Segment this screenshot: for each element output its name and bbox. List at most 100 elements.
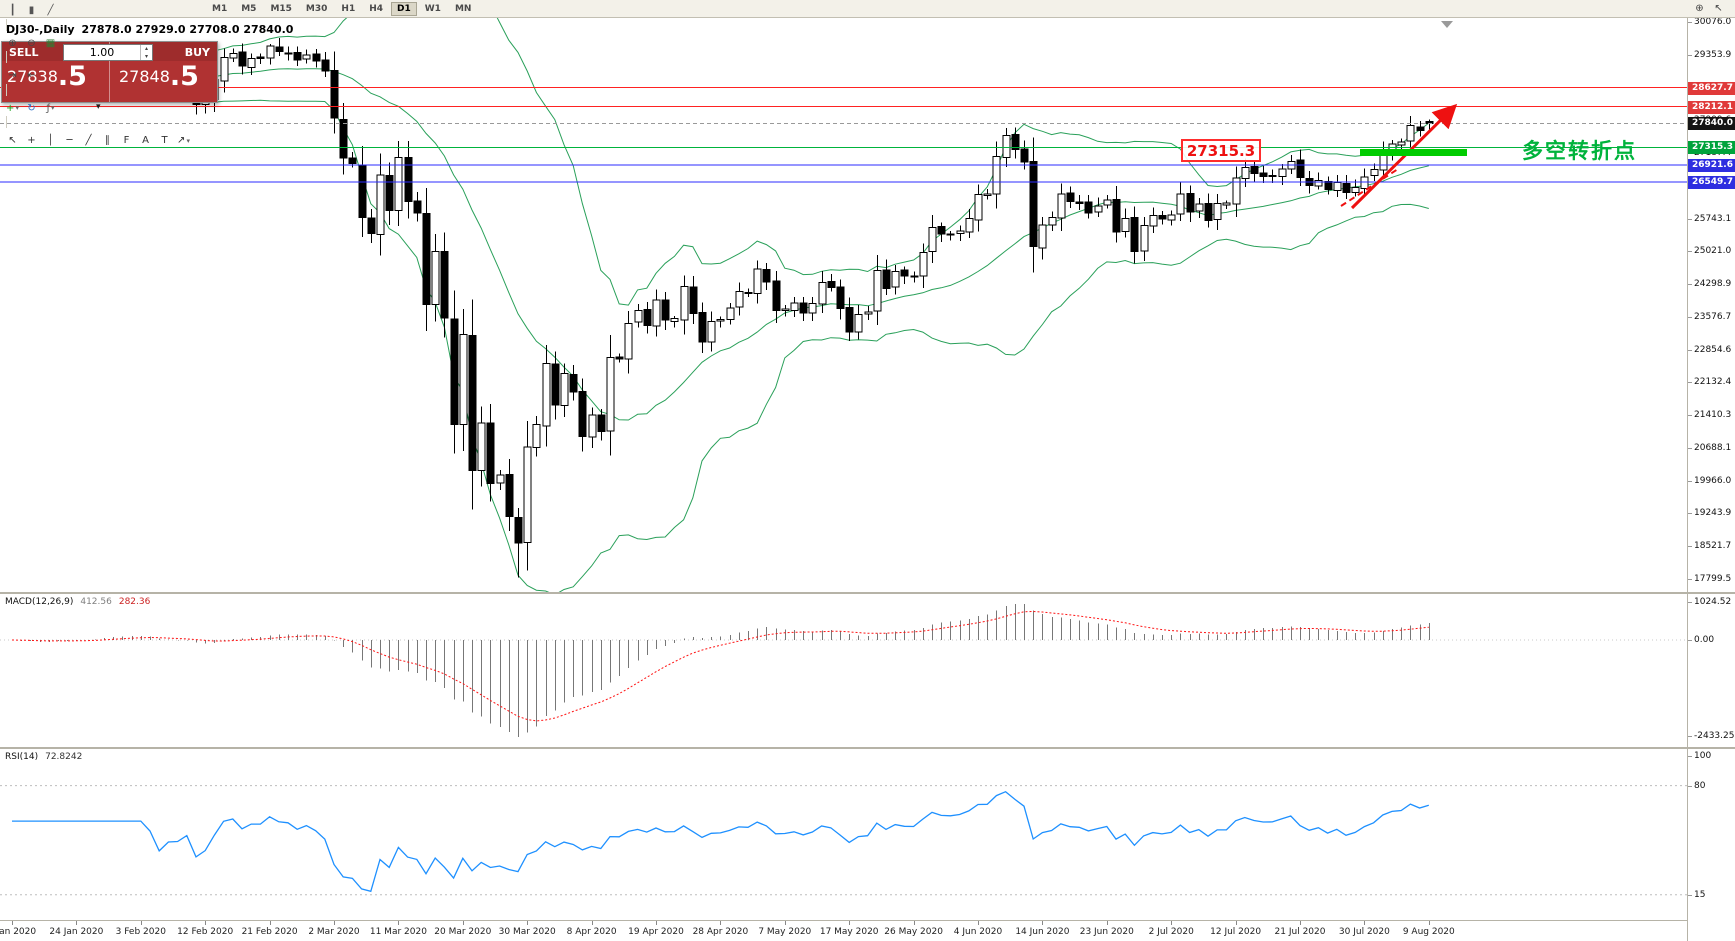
price-chart-pane: DJ30-,Daily 27878.0 27929.0 27708.0 27840…: [0, 18, 1687, 592]
timeframe-m1-button[interactable]: M1: [212, 3, 228, 14]
buy-price-main: 27848: [119, 67, 170, 86]
red-trendline-object[interactable]: [1340, 168, 1399, 207]
date-label: 17 May 2020: [819, 927, 879, 937]
lot-size-stepper[interactable]: ▴ ▾: [140, 45, 152, 60]
crosshair-button[interactable]: +: [22, 134, 41, 149]
bar-chart-type-button[interactable]: ┃: [3, 4, 22, 19]
zoom-in-button[interactable]: ⊕: [3, 36, 22, 51]
trendline-button[interactable]: ╱: [79, 134, 98, 149]
date-label: 11 Mar 2020: [369, 927, 427, 937]
one-click-trading-button[interactable]: + ▾: [3, 101, 22, 116]
cursor-icon: ↖: [8, 135, 17, 147]
scale-tick: [1688, 251, 1692, 253]
zoom-out-button[interactable]: ⊖: [22, 36, 41, 51]
arrows-button[interactable]: ↗ ▾: [174, 134, 193, 149]
time-tick: [462, 921, 464, 925]
vertical-line-button[interactable]: │: [41, 134, 60, 149]
candle-chart-type-button[interactable]: ▮: [22, 4, 41, 19]
buy-price: 27848.5: [119, 63, 199, 90]
auto-scroll-icon: ⇥: [8, 70, 17, 82]
price-scale[interactable]: 30076.029353.928631.727909.627187.426465…: [1687, 17, 1735, 941]
price-badge: 28212.1: [1688, 100, 1735, 114]
time-tick: [527, 921, 529, 925]
date-label: 14 Jun 2020: [1015, 927, 1070, 937]
price-scale-label: 22132.4: [1694, 377, 1732, 388]
time-tick: [269, 921, 271, 925]
search-symbol-button[interactable]: ⊕: [1690, 1, 1709, 16]
date-label: 12 Feb 2020: [177, 927, 234, 937]
trade-panel-collapse-icon[interactable]: ▾: [96, 102, 101, 112]
rsi-chart[interactable]: [0, 749, 1687, 920]
macd-chart[interactable]: [0, 594, 1687, 747]
time-tick: [1171, 921, 1173, 925]
text-label-button[interactable]: T: [155, 134, 174, 149]
toolbar-right-buttons: ⊕ ↖: [1690, 1, 1728, 16]
tile-windows-button[interactable]: ▦: [41, 36, 60, 51]
time-tick: [1364, 921, 1366, 925]
timeframe-mn-button[interactable]: MN: [454, 3, 472, 14]
cursor-mode-button[interactable]: ↖: [1709, 1, 1728, 16]
text-button[interactable]: A: [136, 134, 155, 149]
scale-tick: [1688, 786, 1692, 787]
timeframe-m15-button[interactable]: M15: [270, 3, 292, 14]
price-chart[interactable]: [0, 18, 1687, 592]
horizontal-line-icon: ─: [66, 135, 73, 147]
candle-chart-type-icon: ▮: [28, 5, 35, 17]
candles-layer: [8, 38, 1434, 578]
rsi-scale-label: 100: [1694, 751, 1712, 761]
timeframe-w1-button[interactable]: W1: [424, 3, 441, 14]
price-scale-label: 25021.0: [1694, 246, 1732, 257]
lot-size-input[interactable]: 1.00 ▴ ▾: [63, 44, 153, 61]
date-label: 2 Mar 2020: [308, 927, 360, 937]
timeframe-m5-button[interactable]: M5: [241, 3, 257, 14]
date-label: 26 May 2020: [884, 927, 943, 937]
scale-tick: [1688, 218, 1692, 220]
chart-shift-button[interactable]: ⇤: [22, 69, 41, 84]
price-badge: 26549.7: [1688, 175, 1735, 189]
price-callout-box[interactable]: 27315.3: [1181, 139, 1261, 162]
date-label: 23 Jun 2020: [1079, 927, 1134, 937]
price-badge: 27315.3: [1688, 141, 1735, 155]
date-label: 8 Apr 2020: [566, 927, 617, 937]
timeframe-d1-button[interactable]: D1: [391, 1, 417, 16]
crosshair-icon: +: [27, 135, 36, 147]
cursor-button[interactable]: ↖: [3, 134, 22, 149]
bollinger-bands: [186, 18, 1430, 592]
scale-tick: [1688, 640, 1692, 641]
stepper-up-icon[interactable]: ▴: [144, 45, 148, 52]
price-scale-label: 19243.9: [1694, 508, 1732, 519]
chart-objects[interactable]: [1340, 21, 1458, 210]
buy-price-big: .5: [169, 61, 199, 92]
price-badge: 26921.6: [1688, 159, 1735, 173]
timeframe-h4-button[interactable]: H4: [369, 3, 383, 14]
line-chart-type-button[interactable]: ╱: [41, 4, 60, 19]
chart-title: DJ30-,Daily 27878.0 27929.0 27708.0 27840…: [6, 23, 293, 36]
chinese-annotation[interactable]: 多空转折点: [1522, 139, 1637, 163]
time-tick: [784, 921, 786, 925]
auto-scroll-button[interactable]: ⇥: [3, 69, 22, 84]
fibonacci-button[interactable]: F: [117, 134, 136, 149]
time-axis[interactable]: 5 Jan 2020 24 Jan 2020 3 Feb 2020 12 Feb 20…: [0, 920, 1687, 941]
timeframe-m30-button[interactable]: M30: [305, 3, 328, 14]
date-label: 30 Jul 2020: [1338, 927, 1390, 937]
refresh-icon: ↻: [27, 102, 36, 114]
refresh-button[interactable]: ↻: [22, 101, 41, 116]
rsi-value: 72.8242: [45, 752, 83, 762]
channel-button[interactable]: ∥: [98, 134, 117, 149]
timeframe-h1-button[interactable]: H1: [341, 3, 356, 14]
pane-separator[interactable]: [0, 747, 1735, 749]
horizontal-line-button[interactable]: ─: [60, 134, 79, 149]
text-label-icon: T: [161, 135, 168, 147]
scale-tick: [1688, 602, 1692, 603]
green-highlight-bar[interactable]: [1360, 149, 1467, 156]
stepper-down-icon[interactable]: ▾: [144, 52, 148, 60]
sell-button[interactable]: SELL 27838.5: [2, 42, 109, 102]
time-tick: [398, 921, 400, 925]
indicators-button[interactable]: ƒ ▾: [41, 101, 60, 116]
time-tick: [1106, 921, 1108, 925]
up-arrow-object[interactable]: [1350, 103, 1458, 210]
pane-separator[interactable]: [0, 592, 1735, 594]
macd-signal-value: 282.36: [118, 597, 151, 607]
time-tick: [1042, 921, 1044, 925]
buy-button[interactable]: BUY 27848.5: [110, 42, 217, 102]
